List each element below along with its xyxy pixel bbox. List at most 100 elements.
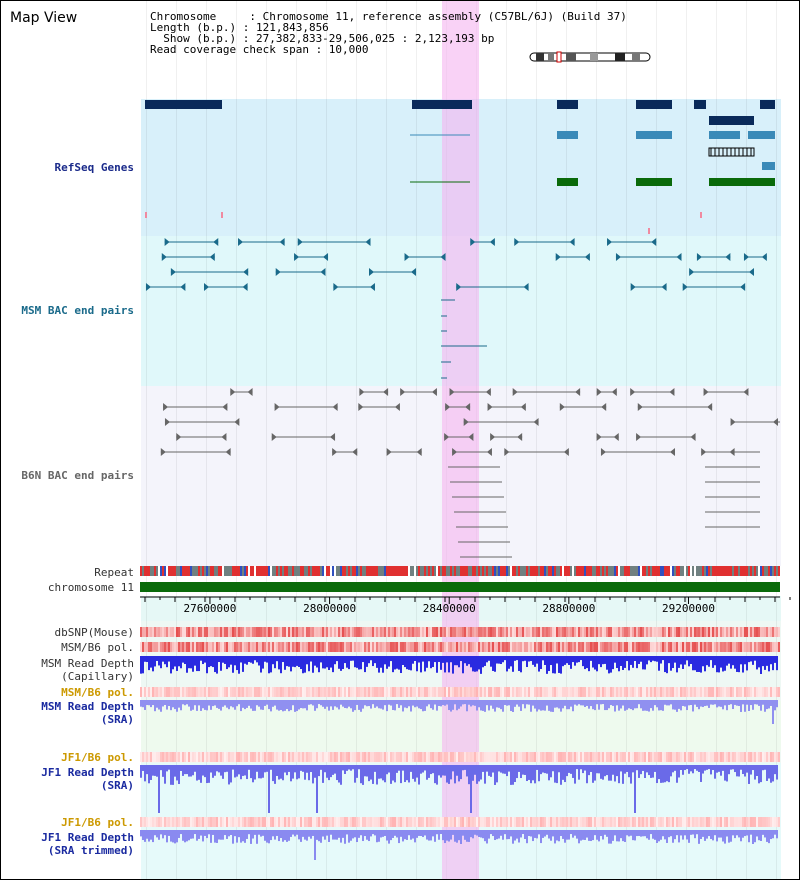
depth-bar	[304, 830, 306, 840]
depth-bar	[236, 700, 238, 707]
track-label-refseq[interactable]: RefSeq Genes	[54, 161, 134, 174]
depth-bar	[146, 830, 148, 839]
depth-bar	[226, 830, 228, 839]
depth-bar	[502, 830, 504, 840]
snp-density-cell	[264, 627, 266, 637]
snp-density-cell	[314, 817, 316, 827]
snp-density-cell	[160, 817, 162, 827]
repeat-bar	[554, 566, 556, 576]
snp-density-cell	[350, 752, 352, 762]
depth-bar	[348, 700, 350, 707]
snp-density-cell	[206, 752, 208, 762]
repeat-bar	[576, 566, 578, 576]
snp-density-cell	[188, 752, 190, 762]
depth-bar	[278, 765, 280, 780]
snp-density-cell	[482, 687, 484, 697]
snp-density-cell	[400, 627, 402, 637]
depth-bar	[718, 830, 720, 838]
snp-density-cell	[602, 752, 604, 762]
snp-density-cell	[190, 817, 192, 827]
repeat-bar	[744, 566, 746, 576]
snp-density-cell	[588, 627, 590, 637]
depth-bar	[728, 700, 730, 705]
depth-bar	[736, 765, 738, 777]
snp-density-cell	[180, 627, 182, 637]
snp-density-cell	[438, 817, 440, 827]
snp-density-cell	[290, 627, 292, 637]
snp-density-cell	[436, 627, 438, 637]
depth-bar	[486, 765, 488, 772]
snp-density-cell	[604, 752, 606, 762]
depth-bar	[390, 656, 392, 662]
depth-bar	[230, 830, 232, 835]
depth-bar	[530, 765, 532, 784]
repeat-bar	[364, 566, 366, 576]
depth-bar	[194, 700, 196, 706]
snp-density-cell	[304, 687, 306, 697]
depth-tracks	[140, 627, 780, 860]
depth-bar	[368, 765, 370, 782]
snp-density-cell	[298, 817, 300, 827]
repeat-bar	[302, 566, 304, 576]
depth-bar	[254, 830, 256, 835]
snp-density-cell	[428, 642, 430, 652]
depth-bar	[676, 700, 678, 712]
snp-density-cell	[332, 627, 334, 637]
depth-bar	[166, 656, 168, 668]
repeat-bar	[156, 566, 158, 576]
track-label-msm-bac[interactable]: MSM BAC end pairs	[21, 304, 134, 317]
depth-bar	[276, 830, 278, 836]
depth-bar	[734, 765, 736, 773]
depth-bar	[658, 656, 660, 671]
snp-density-cell	[160, 642, 162, 652]
depth-bar	[506, 765, 508, 777]
snp-density-cell	[578, 627, 580, 637]
repeat-bar	[768, 566, 770, 576]
track-label-b6n-bac[interactable]: B6N BAC end pairs	[21, 469, 134, 482]
snp-density-cell	[394, 817, 396, 827]
snp-density-cell	[512, 752, 514, 762]
snp-density-cell	[578, 752, 580, 762]
snp-density-cell	[444, 687, 446, 697]
depth-bar	[256, 700, 258, 706]
depth-bar	[622, 765, 624, 784]
snp-density-cell	[612, 642, 614, 652]
snp-density-cell	[348, 817, 350, 827]
snp-density-cell	[698, 817, 700, 827]
snp-density-cell	[168, 817, 170, 827]
snp-density-cell	[654, 687, 656, 697]
snp-density-cell	[558, 627, 560, 637]
repeat-bar	[510, 566, 512, 576]
depth-bar	[270, 830, 272, 841]
depth-bar	[572, 765, 574, 778]
bac-end-marker	[703, 388, 709, 396]
snp-density-cell	[390, 817, 392, 827]
snp-density-cell	[686, 687, 688, 697]
snp-density-cell	[416, 687, 418, 697]
depth-bar	[658, 765, 660, 780]
snp-density-cell	[666, 817, 668, 827]
snp-density-cell	[762, 817, 764, 827]
depth-bar	[350, 830, 352, 841]
snp-density-cell	[548, 817, 550, 827]
depth-bar	[432, 765, 434, 774]
depth-bar	[772, 700, 774, 724]
snp-density-cell	[452, 627, 454, 637]
depth-bar	[502, 765, 504, 774]
depth-bar	[686, 700, 688, 711]
repeat-bar	[338, 566, 340, 576]
depth-bar	[258, 830, 260, 835]
snp-density-cell	[320, 687, 322, 697]
depth-bar	[400, 830, 402, 837]
snp-density-cell	[192, 642, 194, 652]
repeat-bar	[396, 566, 398, 576]
repeat-bar	[160, 566, 162, 576]
grid-line	[416, 1, 417, 879]
bac-end-marker	[369, 268, 375, 276]
snp-density-cell	[210, 642, 212, 652]
chromosome-ideogram[interactable]	[529, 51, 651, 63]
snp-density-cell	[506, 642, 508, 652]
bac-end-marker	[352, 448, 358, 456]
grid-line	[206, 1, 207, 879]
